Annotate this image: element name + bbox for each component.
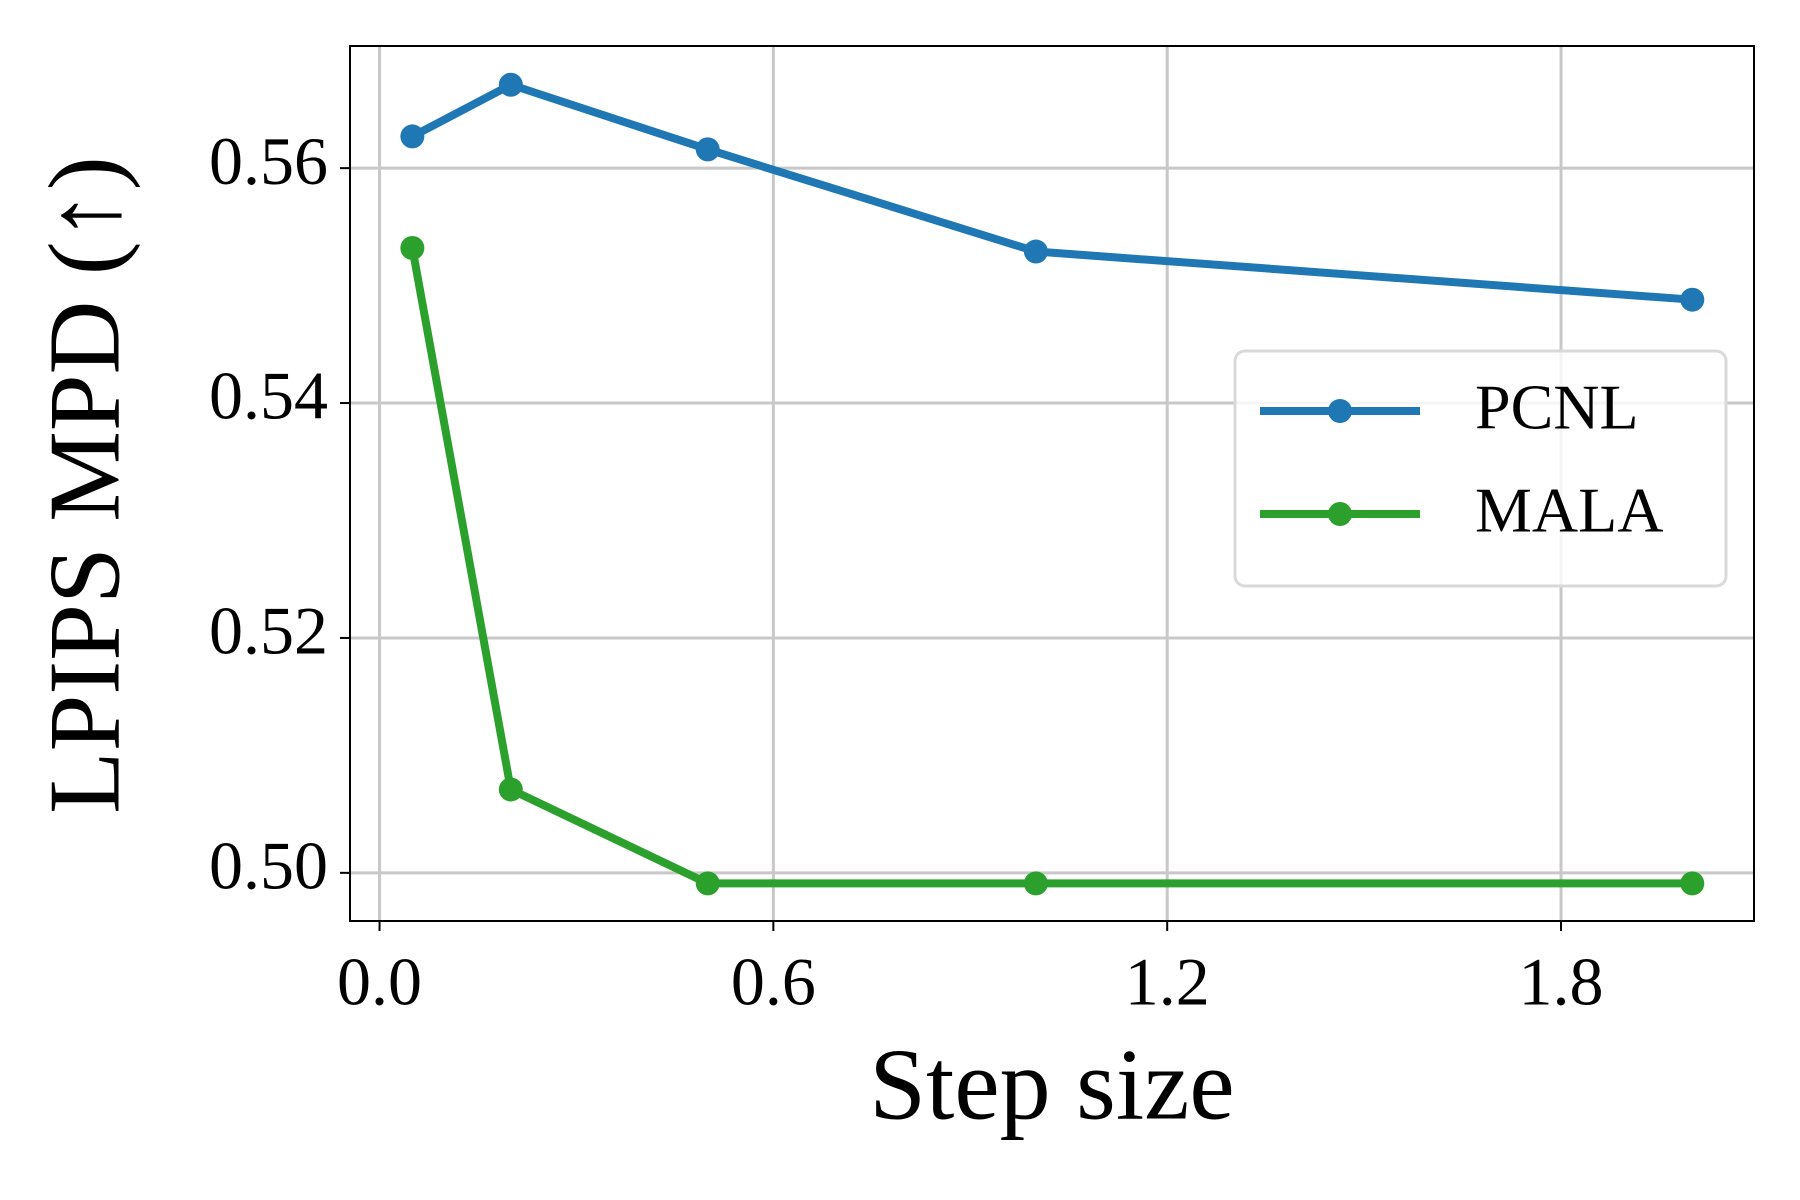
data-point (695, 137, 720, 162)
data-point (695, 871, 720, 896)
x-tick-label: 1.2 (1125, 944, 1210, 1020)
plot-area (400, 72, 1705, 896)
data-point (1023, 871, 1048, 896)
legend-label: PCNL (1475, 372, 1639, 443)
legend-label: MALA (1475, 475, 1663, 546)
data-point (1023, 239, 1048, 264)
y-tick-label: 0.54 (209, 358, 328, 434)
legend-marker (1328, 399, 1352, 423)
data-point (498, 72, 523, 97)
legend: PCNL MALA (1233, 349, 1728, 588)
y-axis-label: LPIPS MPD (↑) (28, 156, 141, 813)
x-axis-label: Step size (869, 1028, 1234, 1141)
x-tick-label: 1.8 (1519, 944, 1604, 1020)
x-tick-label: 0.6 (731, 944, 816, 1020)
x-tick-label: 0.0 (337, 944, 422, 1020)
legend-marker (1328, 502, 1352, 526)
ticks: 0.0 0.6 1.2 1.8 0.50 0.52 0.54 0.56 (209, 123, 1604, 1020)
data-point (400, 236, 425, 261)
y-tick-label: 0.52 (209, 593, 328, 669)
data-point (1680, 871, 1705, 896)
y-tick-label: 0.50 (209, 827, 328, 903)
data-point (498, 777, 523, 802)
data-point (1680, 287, 1705, 312)
data-point (400, 124, 425, 149)
axes-frame (349, 45, 1755, 922)
y-tick-label: 0.56 (209, 123, 328, 199)
